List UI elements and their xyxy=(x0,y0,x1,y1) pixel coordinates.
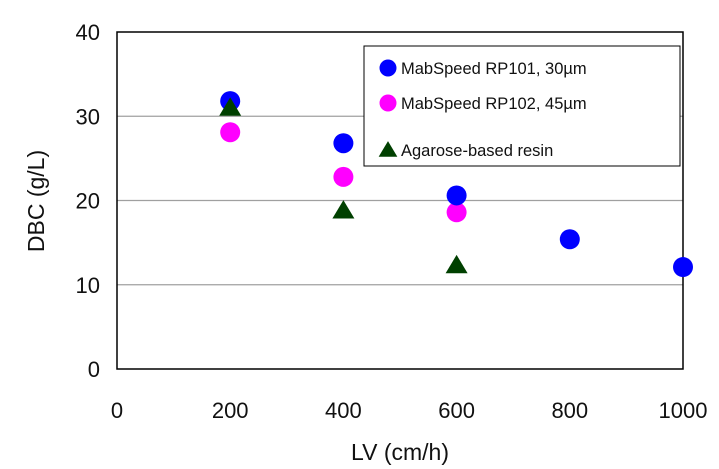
x-tick-label: 400 xyxy=(325,398,362,423)
x-tick-label: 0 xyxy=(111,398,123,423)
y-tick-label: 10 xyxy=(76,273,100,298)
y-tick-label: 20 xyxy=(76,189,100,214)
legend-label: MabSpeed RP101, 30µm xyxy=(401,60,587,78)
data-point xyxy=(559,229,580,250)
y-axis-label: DBC (g/L) xyxy=(23,150,49,252)
y-axis-ticks: 0 10 20 30 40 xyxy=(76,20,100,382)
legend-marker xyxy=(379,94,397,112)
data-point xyxy=(673,257,693,278)
data-point xyxy=(333,133,354,154)
x-tick-label: 600 xyxy=(438,398,475,423)
data-point xyxy=(332,200,355,219)
data-points xyxy=(219,91,693,278)
y-tick-label: 30 xyxy=(76,104,100,129)
data-point xyxy=(446,202,467,223)
x-tick-label: 1000 xyxy=(659,398,708,423)
x-axis-ticks: 0 200 400 600 800 1000 xyxy=(111,398,708,423)
data-point xyxy=(446,185,467,206)
legend-box xyxy=(363,45,681,167)
legend-label: MabSpeed RP102, 45µm xyxy=(401,95,587,113)
data-point xyxy=(445,254,468,274)
y-tick-label: 0 xyxy=(88,357,100,382)
x-axis-label: LV (cm/h) xyxy=(351,439,449,465)
x-tick-label: 800 xyxy=(551,398,588,423)
data-point xyxy=(333,166,354,187)
legend-marker xyxy=(379,59,397,77)
legend: MabSpeed RP101, 30µm MabSpeed RP102, 45µm… xyxy=(363,45,681,167)
x-tick-label: 200 xyxy=(212,398,249,423)
data-point xyxy=(219,97,242,116)
legend-label: Agarose-based resin xyxy=(401,142,553,160)
y-tick-label: 40 xyxy=(76,20,100,45)
legend-marker xyxy=(378,141,398,157)
data-point xyxy=(220,122,241,143)
plot-frame xyxy=(116,31,684,370)
